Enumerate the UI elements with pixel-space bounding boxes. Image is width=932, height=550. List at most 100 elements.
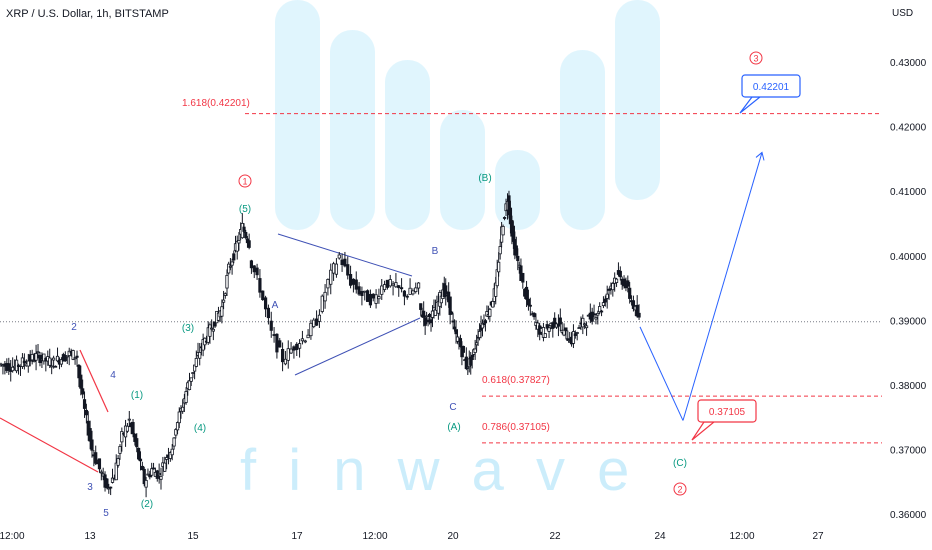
callout-text: 0.42201: [753, 82, 790, 93]
candle-body: [52, 357, 56, 361]
projection-line-0: [639, 326, 684, 421]
candle-body: [524, 286, 529, 300]
candle-249: [497, 252, 501, 277]
candle-138: [255, 263, 259, 280]
candle-307: [599, 309, 604, 317]
candle-body: [354, 279, 358, 290]
candle-body: [191, 372, 195, 374]
candle-100: [187, 372, 192, 391]
candle-252: [501, 224, 505, 236]
candle-69: [131, 418, 135, 438]
candle-body: [312, 319, 316, 328]
candle-196: [419, 303, 423, 316]
candle-body: [172, 437, 176, 447]
x-tick-label-0: 12:00: [0, 531, 25, 542]
candle-310: [605, 285, 609, 309]
x-tick-label-2: 15: [187, 531, 199, 542]
candle-49: [94, 445, 98, 466]
candle-body: [168, 452, 172, 459]
candle-144: [272, 327, 276, 343]
candle-body: [79, 374, 83, 389]
wave-label-red-0: 1: [238, 174, 252, 188]
x-tick-label-6: 22: [549, 531, 561, 542]
candle-324: [631, 295, 636, 312]
candle-body: [408, 287, 412, 295]
candle-body: [323, 291, 327, 302]
candle-94: [177, 407, 181, 429]
candle-body: [105, 478, 109, 488]
candle-body: [450, 311, 454, 315]
candle-199: [423, 316, 427, 335]
candle-body: [97, 458, 102, 470]
wave-circle-text: 3: [753, 54, 758, 64]
candle-19: [36, 344, 40, 359]
candle-34: [65, 355, 69, 365]
candle-38: [73, 357, 77, 365]
callout-text: 0.37105: [709, 407, 746, 418]
candle-body: [71, 350, 75, 360]
candle-body: [541, 327, 546, 338]
candle-body: [388, 279, 392, 287]
candle-body: [73, 357, 77, 360]
candle-body: [385, 279, 390, 288]
candle-119: [220, 299, 224, 324]
candle-18: [34, 344, 38, 371]
candle-body: [295, 343, 299, 350]
candle-169: [343, 251, 347, 268]
candle-body: [368, 293, 373, 306]
candle-body: [461, 345, 465, 353]
candle-65: [123, 419, 128, 447]
candle-140: [261, 290, 265, 301]
candle-body: [163, 462, 167, 472]
candle-body: [314, 318, 319, 326]
candle-body: [337, 254, 341, 259]
candle-body: [258, 278, 262, 293]
candle-317: [618, 266, 622, 281]
candle-body: [235, 240, 239, 252]
callout-cover: [743, 88, 799, 91]
candle-250: [498, 239, 502, 260]
candle-body: [303, 340, 307, 343]
candle-body: [34, 353, 38, 361]
candle-body: [583, 323, 587, 326]
candle-120: [221, 290, 226, 310]
candle-131: [240, 213, 244, 239]
candle-303: [592, 304, 596, 318]
candle-82: [155, 469, 159, 482]
candle-289: [566, 330, 570, 342]
callout-box: [697, 399, 757, 423]
candle-74: [140, 461, 144, 471]
candle-158: [312, 317, 316, 329]
candle-170: [346, 256, 350, 280]
candle-179: [371, 293, 375, 302]
x-tick-label-9: 27: [812, 531, 824, 542]
x-tick-label-3: 17: [291, 531, 303, 542]
candle-body: [592, 313, 596, 316]
price-callouts: 0.42201 0.37105: [691, 74, 801, 441]
candle-body: [562, 329, 566, 336]
candle-90: [170, 444, 174, 461]
candle-body: [498, 246, 502, 255]
candle-166: [334, 258, 339, 278]
candle-163: [326, 278, 330, 296]
callout-tail: [739, 96, 762, 114]
candle-41: [79, 365, 83, 396]
candles[interactable]: [0, 190, 641, 498]
candle-body: [306, 334, 310, 339]
candle-body: [596, 312, 600, 316]
wave-circle-text: 2: [677, 485, 682, 495]
candle-126: [232, 250, 236, 264]
candle-body: [223, 293, 227, 296]
candle-137: [252, 265, 256, 279]
candle-body: [255, 267, 259, 276]
candle-body: [283, 358, 288, 365]
wave-label-blue-1: 4: [110, 370, 116, 381]
wave-label-green-2: (3): [182, 323, 194, 334]
candle-body: [514, 245, 518, 256]
candle-78: [148, 470, 152, 480]
candle-body: [411, 290, 415, 295]
candle-body: [501, 226, 505, 236]
candle-181: [377, 288, 381, 304]
